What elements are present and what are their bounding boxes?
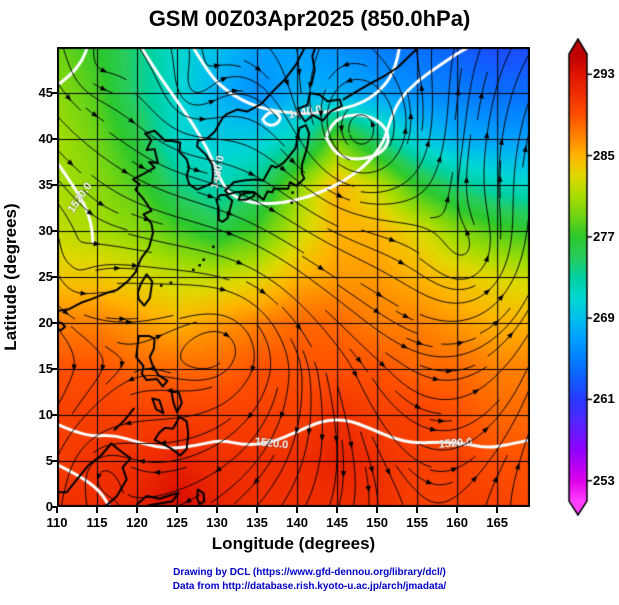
y-tick-mark	[51, 230, 57, 232]
y-tick-15: 15	[38, 361, 53, 376]
x-tick-mark	[376, 507, 379, 513]
colorbar	[566, 38, 600, 516]
x-tick-mark	[56, 507, 58, 513]
y-tick-30: 30	[38, 223, 53, 238]
y-tick-mark	[51, 414, 57, 416]
colorbar-label-269: 269	[593, 310, 615, 326]
y-tick-40: 40	[38, 131, 53, 146]
x-tick-mark	[216, 507, 219, 513]
plot-title: GSM 00Z03Apr2025 (850.0hPa)	[148, 6, 471, 31]
y-tick-mark	[51, 322, 57, 324]
y-tick-mark	[51, 276, 57, 278]
y-tick-25: 25	[38, 269, 53, 284]
x-tick-110: 110	[46, 515, 68, 530]
y-tick-10: 10	[38, 407, 53, 422]
x-tick-140: 140	[286, 515, 308, 530]
y-tick-mark	[51, 138, 57, 140]
x-tick-145: 145	[326, 515, 348, 530]
y-tick-mark	[51, 460, 57, 462]
x-tick-mark	[496, 507, 499, 513]
colorbar-label-285: 285	[593, 147, 615, 163]
x-tick-mark	[136, 507, 139, 513]
x-tick-155: 155	[406, 515, 428, 530]
x-tick-mark	[256, 507, 259, 513]
y-axis-label: Latitude (degrees)	[1, 203, 20, 351]
x-tick-160: 160	[446, 515, 468, 530]
y-tick-mark	[51, 184, 57, 186]
y-tick-5: 5	[45, 453, 53, 468]
y-tick-mark	[51, 506, 57, 508]
x-tick-mark	[336, 507, 339, 513]
x-tick-mark	[96, 507, 99, 513]
y-tick-mark	[51, 368, 57, 370]
x-tick-mark	[456, 507, 459, 513]
y-tick-45: 45	[38, 85, 53, 100]
y-tick-35: 35	[38, 177, 53, 192]
x-tick-mark	[416, 507, 419, 513]
x-tick-165: 165	[486, 515, 509, 530]
colorbar-label-261: 261	[593, 391, 615, 407]
y-tick-20: 20	[38, 315, 53, 330]
y-tick-mark	[51, 92, 57, 94]
colorbar-label-277: 277	[593, 228, 615, 244]
x-tick-mark	[296, 507, 299, 513]
colorbar-label-253: 253	[593, 472, 615, 488]
x-tick-135: 135	[246, 515, 268, 530]
x-tick-150: 150	[366, 515, 388, 530]
x-tick-115: 115	[86, 515, 108, 530]
x-tick-120: 120	[126, 515, 148, 530]
credit-line-data: Data from http://database.rish.kyoto-u.a…	[172, 581, 447, 592]
credit-line-dcl: Drawing by DCL (https://www.gfd-dennou.o…	[173, 567, 446, 578]
x-tick-130: 130	[206, 515, 228, 530]
x-tick-mark	[176, 507, 179, 513]
x-tick-125: 125	[166, 515, 188, 530]
x-axis-label: Longitude (degrees)	[211, 534, 376, 553]
y-tick-0: 0	[45, 499, 53, 514]
colorbar-label-293: 293	[593, 66, 615, 82]
map-canvas	[57, 47, 530, 507]
